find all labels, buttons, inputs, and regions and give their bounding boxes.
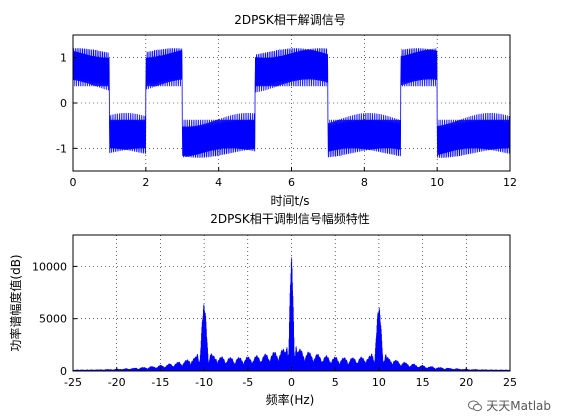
x-tick-label: 6: [288, 176, 295, 189]
y-tick-label: 0: [60, 365, 67, 378]
chart-spectrum: 2DPSK相干调制信号幅频特性 -25 -20 -15 -10 -5 0 5 10 15 20 25…: [8, 211, 517, 407]
x-tick-label: 20: [459, 376, 473, 389]
chart-demod-signal: [72, 48, 511, 158]
y-tick-label: 10000: [32, 260, 67, 273]
x-tick-label: -25: [64, 376, 82, 389]
y-tick-label: 1: [60, 52, 67, 65]
chart-demod: 2DPSK相干解调信号 0 2 4 6 8 10 12 -1 0 1 时间t/s: [56, 13, 517, 208]
chart-demod-xlabel: 时间t/s: [270, 194, 309, 208]
x-tick-label: 0: [288, 376, 295, 389]
demod-signal-line: [72, 48, 511, 158]
x-tick-label: 4: [215, 176, 222, 189]
x-tick-label: 2: [142, 176, 149, 189]
x-tick-label: -10: [195, 376, 213, 389]
y-tick-label: -1: [56, 142, 67, 155]
x-tick-label: 12: [503, 176, 517, 189]
y-tick-label: 5000: [39, 313, 67, 326]
x-tick-label: -20: [108, 376, 126, 389]
chart-demod-title: 2DPSK相干解调信号: [234, 13, 346, 27]
x-tick-label: 15: [416, 376, 430, 389]
x-tick-label: -15: [151, 376, 169, 389]
x-tick-label: 10: [430, 176, 444, 189]
x-tick-label: 8: [361, 176, 368, 189]
watermark-text: 天天Matlab: [486, 399, 551, 413]
x-tick-label: 5: [332, 376, 339, 389]
chart-spectrum-title: 2DPSK相干调制信号幅频特性: [210, 211, 370, 226]
watermark: 天天Matlab: [468, 397, 551, 414]
x-tick-label: 25: [503, 376, 517, 389]
y-tick-label: 0: [60, 97, 67, 110]
wechat-icon: [468, 400, 483, 411]
x-tick-label: 10: [372, 376, 386, 389]
chart-spectrum-ticks: -25 -20 -15 -10 -5 0 5 10 15 20 25 0 5000 10000: [32, 260, 517, 389]
chart-spectrum-xlabel: 频率(Hz): [266, 392, 315, 407]
chart-demod-ticks: 0 2 4 6 8 10 12 -1 0 1: [56, 52, 517, 189]
x-tick-label: 0: [70, 176, 77, 189]
chart-spectrum-ylabel: 功率谱幅度值(dB): [8, 254, 23, 351]
x-tick-label: -5: [242, 376, 253, 389]
